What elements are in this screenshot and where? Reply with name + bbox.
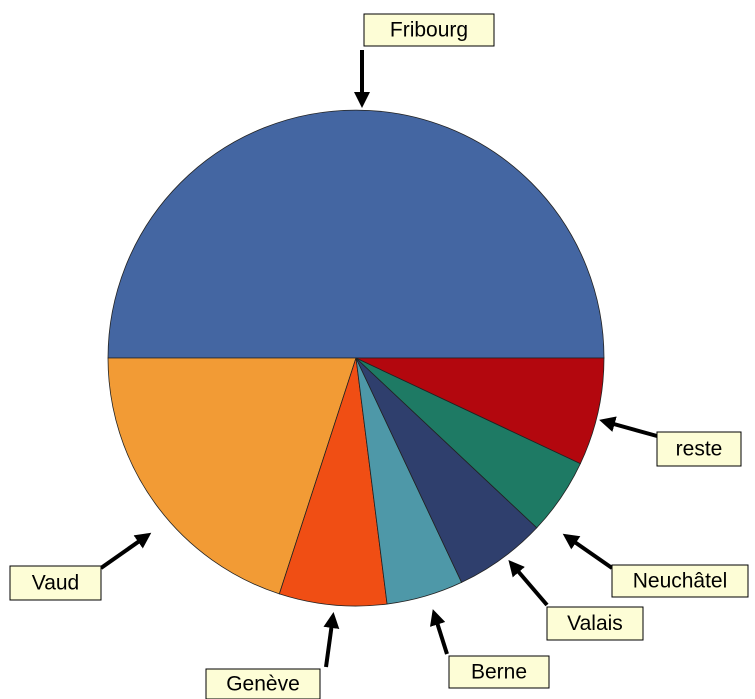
pie-slice — [107, 109, 605, 359]
label-box — [611, 564, 749, 598]
labels: Fribourg Vaud Genève Berne Valais Neuchâtel re… — [9, 13, 749, 699]
label-box — [448, 655, 550, 689]
label-box — [546, 606, 644, 641]
label-box — [656, 431, 742, 467]
pie — [107, 109, 605, 607]
slice-label: Berne — [471, 661, 527, 684]
slice-label: reste — [676, 438, 723, 461]
slice-label: Fribourg — [390, 19, 468, 42]
label-box — [363, 13, 495, 47]
pie-slice — [278, 357, 388, 607]
label-arrow — [599, 416, 658, 438]
label-arrow — [508, 559, 549, 607]
label-arrow — [99, 532, 152, 570]
label-arrow — [430, 609, 449, 655]
slice-label: Genève — [226, 673, 300, 696]
label-box — [9, 565, 102, 601]
slice-label: Valais — [567, 612, 623, 635]
slice-label: Vaud — [32, 572, 80, 595]
label-arrow — [562, 533, 614, 570]
pie-slice — [355, 357, 605, 465]
pie-slice — [107, 357, 357, 595]
label-arrow — [323, 612, 340, 668]
slice-label: Neuchâtel — [633, 570, 728, 593]
label-box — [205, 668, 321, 699]
